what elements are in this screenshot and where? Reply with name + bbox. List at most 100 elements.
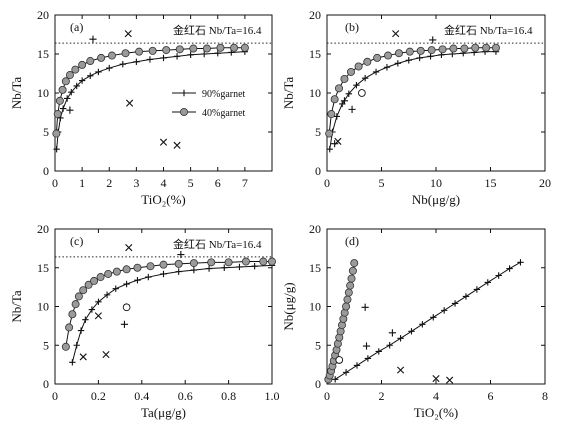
series-40%garnet [324,259,359,384]
data-point [416,46,425,55]
series-40%garnet [52,43,249,138]
data-point [69,359,76,366]
data-point [119,60,127,68]
data-point [345,90,352,97]
data-point [451,300,459,307]
data-point [362,342,371,350]
panel-label: (b) [345,20,359,34]
data-point [145,273,152,281]
data-point [207,258,216,267]
data-point [77,327,85,334]
data-point [159,260,168,269]
data-point [348,266,357,275]
data-point [87,72,94,80]
data-point [120,320,129,328]
data-point [78,77,86,84]
y-tick-label: 0 [315,164,321,178]
y-tick-label: 5 [43,338,49,352]
data-point [343,295,352,304]
legend-label: 90%garnet [202,89,246,100]
series-line [65,261,272,347]
data-point [386,342,393,349]
data-point [189,259,198,268]
y-tick-label: 15 [309,261,321,275]
data-point [133,263,142,272]
data-point [55,96,64,105]
data-point [241,257,250,266]
series-line [334,261,521,380]
data-point [388,329,396,337]
data-point [408,328,415,335]
data-point [173,141,181,149]
data-point [354,62,363,71]
data-point [342,302,351,311]
data-point [394,60,402,67]
data-point [71,300,80,309]
data-point [133,58,140,65]
data-point [394,49,403,58]
data-point [71,65,80,74]
data-point [495,272,502,279]
data-point [52,129,61,138]
data-point [460,44,469,53]
data-point [124,30,132,38]
data-point [240,43,249,52]
y-tick-label: 5 [315,125,321,139]
data-point [331,376,339,383]
data-point [224,258,233,267]
data-point [353,82,360,89]
x-tick-label: 1.0 [265,389,280,403]
data-point [358,89,366,97]
x-tick-label: 7 [242,176,248,190]
data-point [473,286,481,293]
y-tick-label: 5 [315,338,321,352]
data-point [96,273,105,282]
data-point [79,353,87,361]
data-point [134,276,141,284]
data-point [102,350,110,359]
data-point [173,53,181,60]
x-tick-label: 3 [133,176,139,190]
chart-panel-a: 0 1 2 3 4 5 6 7 0 5 10 15 20 TiO₂(%) Nb/Ta (a) 金红石 Nb/Ta… [9,8,273,207]
y-tick-label: 10 [37,86,49,100]
series-90%garnet [69,262,276,366]
data-point [462,293,470,300]
data-point [471,43,480,52]
legend-marker [179,108,188,117]
series-open-circle [122,303,131,312]
series-plus [361,303,396,350]
data-point [482,43,491,52]
data-point [429,36,437,44]
data-point [146,262,155,271]
data-point [340,97,349,105]
data-point [125,244,133,252]
y-axis-label: Nb(μg/g) [281,282,296,330]
data-point [432,374,440,383]
x-tick-label: 0 [52,176,58,190]
chart-panel-d: 0 2 4 6 8 0 5 10 15 20 TiO₂(%) Nb(μg/g) (d) [281,222,548,420]
y-tick-label: 15 [37,47,49,61]
data-point [334,137,342,145]
data-point [135,47,144,56]
data-point [335,356,344,364]
y-tick-label: 0 [43,164,49,178]
data-point [97,53,106,62]
data-point [361,74,369,82]
data-point [202,44,211,53]
x-axis-label: TiO₂(%) [141,192,186,207]
y-tick-label: 15 [37,261,49,275]
data-point [334,84,343,93]
data-point [174,259,183,268]
data-point [187,51,194,58]
x-tick-label: 0.6 [178,389,193,403]
data-point [107,51,116,60]
data-point [251,263,258,270]
data-point [327,110,336,119]
data-point [405,47,414,56]
x-tick-label: 4 [161,176,167,190]
data-point [216,43,225,52]
data-point [347,274,356,283]
data-point [214,50,221,57]
data-point [346,67,355,76]
